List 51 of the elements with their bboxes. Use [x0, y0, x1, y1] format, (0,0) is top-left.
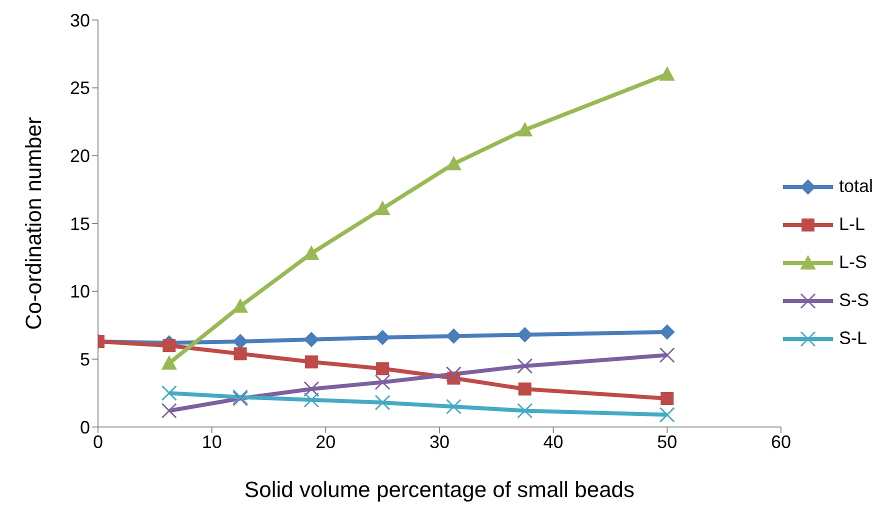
y-tick-label: 10 [70, 282, 90, 302]
y-tick-label: 5 [80, 350, 90, 370]
legend-label: L-L [838, 214, 865, 235]
y-tick-label: 30 [70, 10, 90, 30]
point [660, 66, 675, 81]
x-tick-label: 40 [543, 432, 564, 452]
x-tick-label: 10 [202, 432, 222, 452]
point [304, 355, 318, 368]
point [517, 402, 533, 418]
point [517, 358, 533, 374]
point [660, 324, 675, 340]
y-axis-title: Co-ordination number [20, 117, 46, 330]
point [161, 385, 177, 401]
point [232, 334, 248, 350]
point [375, 330, 390, 345]
point [374, 394, 390, 410]
point [234, 347, 247, 360]
y-tick-label: 15 [70, 214, 90, 234]
point [232, 298, 248, 313]
x-tick-label: 0 [92, 432, 104, 452]
x-axis-title: Solid volume percentage of small beads [244, 477, 635, 502]
point [660, 392, 674, 406]
point [446, 156, 462, 170]
x-tick-label: 60 [770, 432, 791, 452]
x-tick-label: 50 [657, 432, 678, 452]
point [517, 122, 532, 136]
point [375, 201, 390, 216]
point [304, 392, 320, 408]
y-tick-label: 25 [70, 78, 90, 98]
point [659, 407, 675, 423]
legend-label: S-L [838, 328, 867, 349]
point [518, 382, 532, 396]
point [162, 356, 177, 370]
point [374, 374, 390, 390]
point [446, 366, 462, 382]
point [304, 381, 320, 397]
legend-label: S-S [838, 290, 869, 311]
point [517, 327, 532, 342]
x-tick-label: 20 [316, 432, 336, 452]
point [162, 339, 176, 352]
point [376, 362, 390, 376]
point [446, 398, 462, 414]
x-tick-label: 30 [429, 432, 450, 452]
legend-label: L-S [838, 252, 867, 273]
legend-label: total [838, 176, 873, 197]
point [304, 332, 319, 347]
point [659, 347, 675, 363]
y-tick-label: 20 [70, 146, 90, 166]
point [446, 328, 462, 344]
y-tick-label: 0 [80, 417, 90, 438]
point [161, 402, 177, 418]
